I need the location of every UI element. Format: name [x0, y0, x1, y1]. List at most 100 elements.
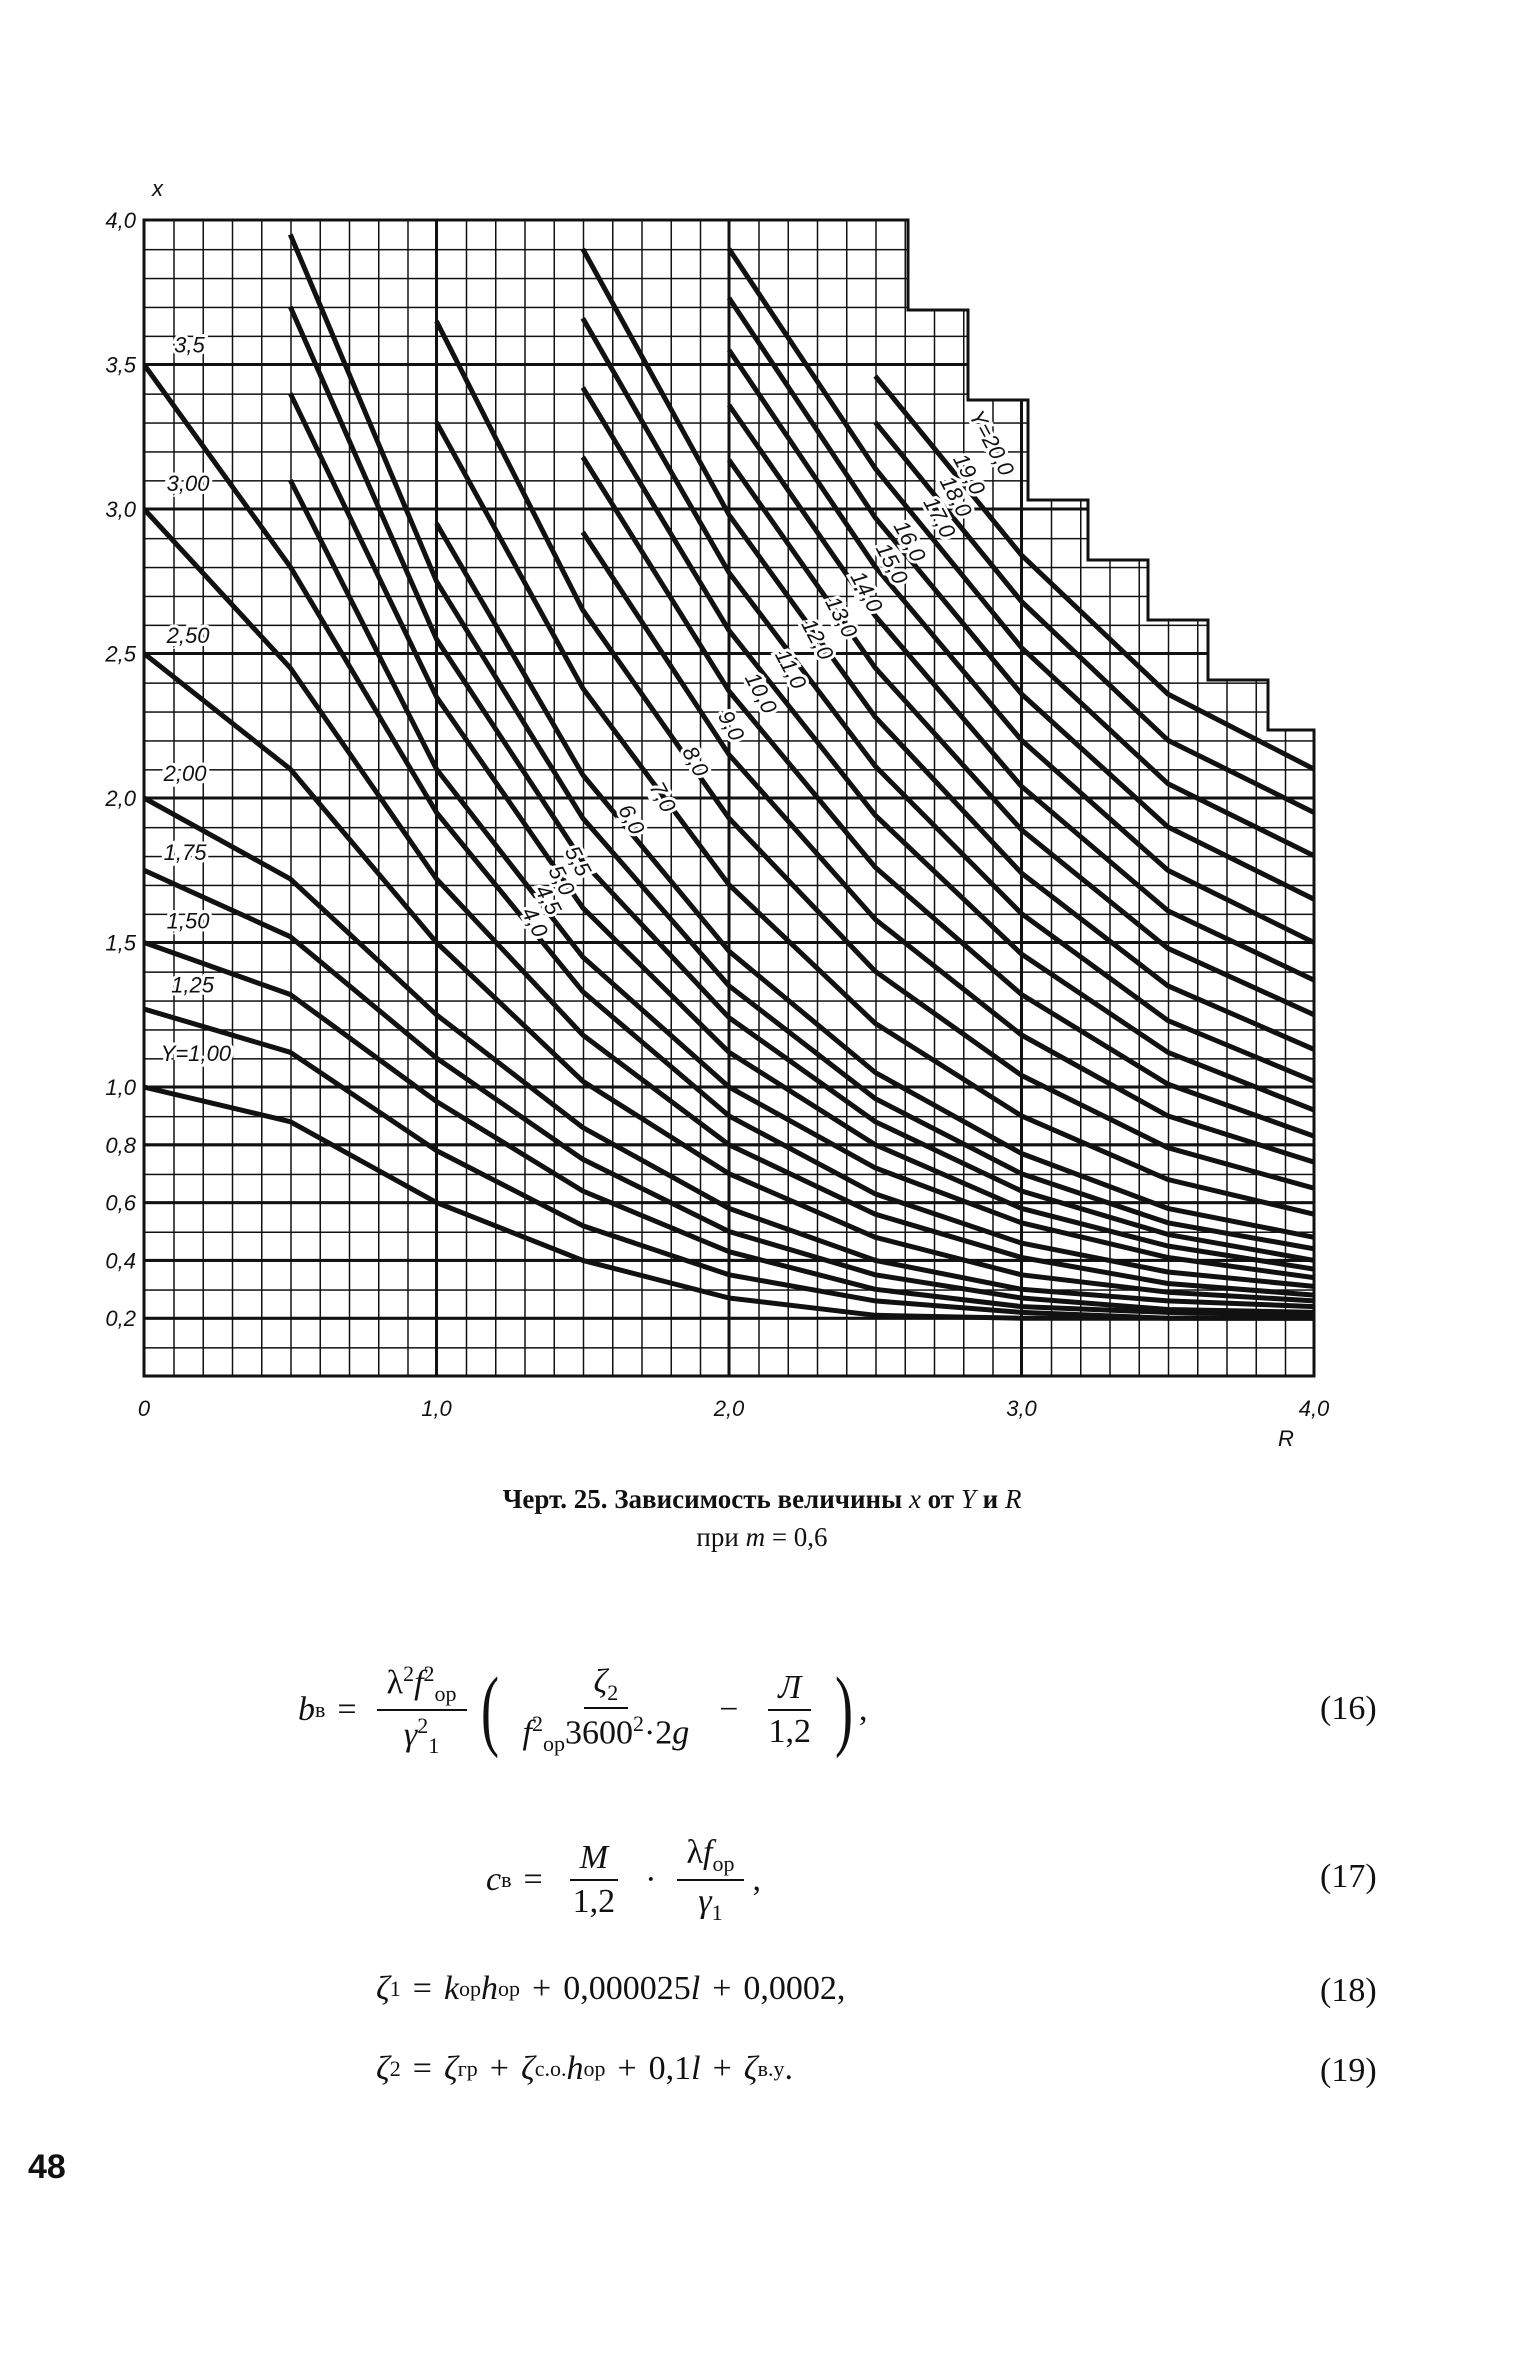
plot-area — [144, 220, 1314, 1376]
curve — [873, 374, 1314, 772]
f: 0,000025 — [563, 1970, 691, 2007]
x-tick-label: 1,0 — [421, 1396, 452, 1421]
caption-text: Y — [960, 1484, 976, 1514]
equation-number: (19) — [1320, 2052, 1377, 2089]
curve-label: 3,00 — [167, 471, 211, 496]
f: ζ — [743, 2050, 758, 2087]
f: c — [486, 1861, 502, 1898]
curve — [726, 403, 1314, 983]
f: + — [532, 1970, 552, 2007]
caption-text: R — [1004, 1484, 1022, 1514]
f: b — [298, 1691, 315, 1728]
f: 2 — [423, 1660, 435, 1686]
f: l — [690, 1970, 701, 2007]
f: 1,2 — [572, 1883, 616, 1920]
page-number: 48 — [28, 2148, 66, 2186]
curve-label: Y=1,00 — [161, 1041, 232, 1066]
caption: Черт. 25. Зависимость величины x от Y и … — [0, 1484, 1524, 1515]
numerator: ζ2 — [583, 1661, 629, 1710]
curve — [144, 795, 1314, 1310]
f: 0,0002, — [743, 1970, 846, 2007]
f: 1 — [711, 1899, 723, 1925]
curve — [144, 651, 1314, 1304]
caption-text: от — [927, 1484, 955, 1514]
y-tick-label: 0,8 — [105, 1133, 136, 1158]
curve-label: 1,50 — [167, 909, 211, 934]
x-axis-label: R — [1278, 1426, 1294, 1451]
f: = — [523, 1861, 543, 1898]
denominator: f2ор36002·2g — [513, 1709, 700, 1759]
equation-number: (18) — [1320, 1972, 1377, 2009]
f: g — [672, 1714, 690, 1752]
f: ор — [434, 1681, 457, 1706]
f: ( — [480, 1660, 499, 1759]
f: 1 — [389, 1976, 401, 2001]
f: Л — [778, 1669, 802, 1706]
f: 1,2 — [768, 1713, 811, 1750]
caption-text: при — [696, 1522, 739, 1552]
curve — [580, 455, 1314, 1139]
denominator: γ21 — [394, 1711, 449, 1761]
x-tick-label: 4,0 — [1299, 1396, 1330, 1421]
y-tick-label: 2,5 — [104, 642, 136, 667]
fraction: M 1,2 — [563, 1837, 626, 1923]
f: ζ — [443, 2050, 458, 2087]
curve — [580, 386, 1314, 1113]
f: l — [691, 2050, 701, 2087]
f: 2 — [531, 1711, 543, 1737]
y-tick-label: 1,5 — [105, 931, 136, 956]
f: ζ — [376, 2050, 390, 2087]
f: 2 — [417, 1713, 429, 1738]
curve — [580, 530, 1314, 1165]
caption: при m = 0,6 — [0, 1522, 1524, 1553]
y-tick-label: 2,0 — [104, 786, 136, 811]
f: 2 — [403, 1660, 415, 1686]
y-tick-label: 0,6 — [105, 1191, 136, 1216]
curve-label: 3,5 — [174, 333, 205, 358]
equation-number: (16) — [1320, 1690, 1377, 1727]
f: f — [414, 1664, 424, 1702]
f: f — [703, 1834, 713, 1872]
f: k — [443, 1970, 460, 2007]
fraction: Л 1,2 — [758, 1667, 821, 1753]
f: гр — [457, 2056, 478, 2081]
equation-number: (17) — [1320, 1858, 1377, 1895]
f: ζ — [593, 1662, 608, 1700]
f: ζ — [520, 2050, 535, 2087]
fraction: λ2f2ор γ21 — [376, 1659, 467, 1761]
f: h — [566, 2050, 584, 2087]
curve — [873, 420, 1314, 815]
f: 2 — [389, 2056, 401, 2081]
f: + — [489, 2050, 509, 2087]
f: − — [719, 1691, 739, 1728]
y-tick-label: 3,5 — [105, 353, 136, 378]
caption-text: и — [982, 1484, 999, 1514]
f: + — [617, 2050, 637, 2087]
curve — [144, 1006, 1314, 1321]
y-tick-label: 4,0 — [105, 208, 136, 233]
x-tick-label: 0 — [138, 1396, 151, 1421]
f: . — [784, 2050, 793, 2087]
denominator: 1,2 — [758, 1711, 821, 1753]
f: ор — [583, 2056, 606, 2081]
curve — [144, 940, 1314, 1318]
curve — [580, 317, 1314, 1084]
f: ор — [459, 1976, 482, 2001]
f: 0,1 — [648, 2050, 692, 2087]
curve — [580, 247, 1314, 1052]
numerator: Л — [768, 1667, 812, 1711]
curve — [726, 348, 1314, 945]
caption-text: x — [908, 1484, 921, 1514]
f: 1 — [428, 1733, 440, 1759]
curve — [288, 305, 1314, 1263]
f: + — [712, 1970, 732, 2007]
f: в.у — [757, 2056, 785, 2081]
f: , — [858, 1691, 868, 1728]
chart: 4,0 3,5 3,0 2,5 2,0 1,5 1,0 0,8 0,6 0,4 0,2 0 1,0 2,0… — [104, 176, 1330, 1451]
curve — [726, 458, 1314, 1018]
f: с.о. — [534, 2056, 567, 2081]
curve — [288, 478, 1314, 1281]
f: в — [501, 1867, 512, 1892]
f: f — [522, 1714, 532, 1752]
